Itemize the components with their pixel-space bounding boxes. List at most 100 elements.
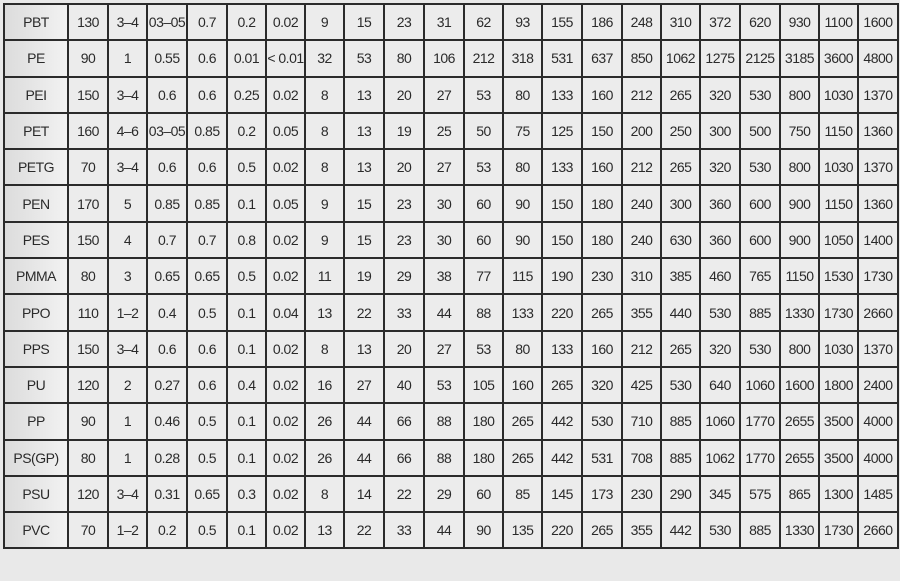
- value-cell: 93: [502, 2, 543, 42]
- material-data-table: PBT 130 3–4 03–05 0.7 0.2 0.02 9 15 23 31 62 93 155 18…: [3, 2, 899, 550]
- value-cell: 0.2: [146, 511, 188, 550]
- value-cell: 0.7: [186, 2, 228, 42]
- value-cell: 850: [621, 39, 662, 78]
- value-cell: 186: [581, 2, 623, 42]
- value-cell: 70: [67, 148, 109, 187]
- value-cell: 1062: [660, 39, 701, 78]
- value-cell: 13: [343, 111, 385, 151]
- value-cell: 22: [343, 293, 385, 332]
- value-cell: 50: [463, 111, 504, 151]
- value-cell: 318: [502, 39, 543, 78]
- value-cell: 4–6: [107, 111, 148, 151]
- value-cell: 03–05: [146, 111, 188, 151]
- value-cell: 0.55: [146, 39, 188, 78]
- value-cell: 150: [67, 75, 109, 114]
- value-cell: 1370: [857, 148, 899, 187]
- value-cell: 20: [383, 75, 425, 114]
- value-cell: 2125: [739, 39, 781, 78]
- value-cell: 212: [463, 39, 504, 78]
- value-cell: 15: [343, 220, 385, 260]
- value-cell: 170: [67, 184, 109, 223]
- value-cell: 26: [304, 402, 345, 441]
- value-cell: 29: [383, 257, 425, 296]
- value-cell: 0.8: [226, 220, 267, 260]
- value-cell: 265: [581, 293, 623, 332]
- value-cell: 106: [423, 39, 465, 78]
- value-cell: 3500: [818, 402, 859, 441]
- value-cell: 300: [699, 111, 741, 151]
- value-cell: 345: [699, 474, 741, 514]
- value-cell: 0.6: [146, 148, 188, 187]
- value-cell: 90: [502, 184, 543, 223]
- value-cell: 600: [739, 220, 781, 260]
- value-cell: 1485: [857, 474, 899, 514]
- table-row: PS(GP) 80 1 0.28 0.5 0.1 0.02 26 44 66 88 180 265 442…: [3, 438, 899, 477]
- value-cell: 530: [581, 402, 623, 441]
- value-cell: 1275: [699, 39, 741, 78]
- value-cell: 0.04: [265, 293, 306, 332]
- value-cell: 530: [739, 329, 781, 368]
- material-name-cell: PEN: [3, 184, 69, 223]
- value-cell: 125: [541, 111, 583, 151]
- value-cell: 3–4: [107, 148, 148, 187]
- value-cell: 2655: [779, 438, 820, 477]
- value-cell: 03–05: [146, 2, 188, 42]
- value-cell: 1330: [779, 511, 820, 550]
- value-cell: 1730: [818, 511, 859, 550]
- value-cell: 0.1: [226, 293, 267, 332]
- value-cell: 44: [423, 511, 465, 550]
- value-cell: 16: [304, 365, 345, 405]
- value-cell: 90: [67, 39, 109, 78]
- value-cell: 385: [660, 257, 701, 296]
- value-cell: 23: [383, 184, 425, 223]
- value-cell: 180: [581, 220, 623, 260]
- value-cell: 230: [621, 474, 662, 514]
- value-cell: 0.65: [146, 257, 188, 296]
- value-cell: 90: [463, 511, 504, 550]
- value-cell: 120: [67, 365, 109, 405]
- value-cell: 442: [660, 511, 701, 550]
- value-cell: < 0.01: [265, 39, 306, 78]
- value-cell: 1360: [857, 184, 899, 223]
- value-cell: 1770: [739, 402, 781, 441]
- value-cell: 1030: [818, 148, 859, 187]
- value-cell: 90: [67, 402, 109, 441]
- value-cell: 27: [423, 75, 465, 114]
- value-cell: 0.5: [226, 148, 267, 187]
- value-cell: 708: [621, 438, 662, 477]
- value-cell: 3–4: [107, 75, 148, 114]
- material-name-cell: PMMA: [3, 257, 69, 296]
- table-row: PEI 150 3–4 0.6 0.6 0.25 0.02 8 13 20 27 53 80 133 160…: [3, 75, 899, 114]
- value-cell: 9: [304, 2, 345, 42]
- value-cell: 0.85: [146, 184, 188, 223]
- value-cell: 27: [423, 148, 465, 187]
- value-cell: 31: [423, 2, 465, 42]
- value-cell: 60: [463, 184, 504, 223]
- value-cell: 0.02: [265, 148, 306, 187]
- value-cell: 53: [463, 329, 504, 368]
- value-cell: 44: [423, 293, 465, 332]
- value-cell: 53: [463, 75, 504, 114]
- value-cell: 20: [383, 148, 425, 187]
- value-cell: 26: [304, 438, 345, 477]
- value-cell: 2660: [857, 511, 899, 550]
- value-cell: 9: [304, 184, 345, 223]
- value-cell: 1770: [739, 438, 781, 477]
- table-row: PPS 150 3–4 0.6 0.6 0.1 0.02 8 13 20 27 53 80 133 160 2…: [3, 329, 899, 368]
- table-row: PBT 130 3–4 03–05 0.7 0.2 0.02 9 15 23 31 62 93 155 18…: [3, 2, 899, 42]
- value-cell: 80: [67, 438, 109, 477]
- value-cell: 133: [541, 329, 583, 368]
- value-cell: 320: [581, 365, 623, 405]
- table-row: PE 90 1 0.55 0.6 0.01 < 0.01 32 53 80 106 212 318 531…: [3, 39, 899, 78]
- value-cell: 11: [304, 257, 345, 296]
- value-cell: 105: [463, 365, 504, 405]
- value-cell: 53: [343, 39, 385, 78]
- value-cell: 930: [779, 2, 820, 42]
- value-cell: 19: [383, 111, 425, 151]
- value-cell: 0.25: [226, 75, 267, 114]
- value-cell: 600: [739, 184, 781, 223]
- value-cell: 8: [304, 329, 345, 368]
- value-cell: 710: [621, 402, 662, 441]
- value-cell: 0.02: [265, 220, 306, 260]
- value-cell: 4000: [857, 402, 899, 441]
